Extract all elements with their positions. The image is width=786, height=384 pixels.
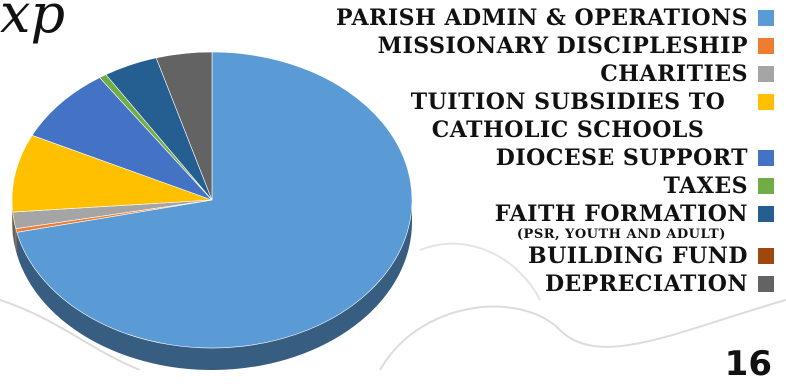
legend-item-faith-formation: Faith Formation (PSR, Youth and Adult) bbox=[254, 200, 774, 242]
legend-item-taxes: Taxes bbox=[254, 172, 774, 200]
pie-slice-side bbox=[12, 212, 16, 251]
legend-label: Parish Admin & Operations bbox=[336, 5, 748, 31]
page-number: 16 bbox=[724, 344, 772, 384]
legend-swatch bbox=[758, 248, 774, 264]
legend-item-tuition: Tuition Subsidies to Catholic Schools bbox=[254, 88, 774, 144]
legend-label: Missionary Discipleship bbox=[377, 33, 748, 59]
pie-chart bbox=[11, 51, 413, 370]
legend-item-missionary: Missionary Discipleship bbox=[254, 32, 774, 60]
legend-swatch bbox=[758, 276, 774, 292]
pie-slice-tuition-subsidies-to-catholic-schools bbox=[11, 134, 213, 213]
legend-swatch bbox=[758, 178, 774, 194]
legend-item-building-fund: Building Fund bbox=[254, 242, 774, 270]
legend-label-group: Faith Formation (PSR, Youth and Adult) bbox=[495, 200, 748, 242]
pie-slice-diocese-support bbox=[31, 77, 213, 201]
legend-swatch bbox=[758, 206, 774, 222]
legend-swatch bbox=[758, 150, 774, 166]
legend-swatch bbox=[758, 94, 774, 110]
legend-label: Tuition Subsidies to Catholic Schools bbox=[410, 89, 726, 143]
legend-item-depreciation: Depreciation bbox=[254, 270, 774, 298]
legend-sublabel: (PSR, Youth and Adult) bbox=[516, 227, 726, 242]
page-title-fragment: xp bbox=[0, 0, 66, 45]
chart-legend: Parish Admin & Operations Missionary Dis… bbox=[254, 4, 774, 298]
legend-item-parish-admin: Parish Admin & Operations bbox=[254, 4, 774, 32]
legend-label: Taxes bbox=[663, 173, 748, 199]
legend-item-diocese: Diocese Support bbox=[254, 144, 774, 172]
pie-slice-parish-admin-operations bbox=[16, 51, 413, 349]
pie-chart-svg bbox=[11, 51, 413, 370]
background-swirl bbox=[0, 242, 786, 370]
legend-label: Diocese Support bbox=[495, 145, 748, 171]
legend-swatch bbox=[758, 10, 774, 26]
pie-slice-side bbox=[15, 228, 17, 255]
legend-item-charities: Charities bbox=[254, 60, 774, 88]
legend-label: Faith Formation bbox=[494, 201, 748, 227]
legend-label: Depreciation bbox=[544, 271, 748, 297]
legend-label: Charities bbox=[600, 61, 748, 87]
pie-slice-depreciation bbox=[155, 51, 213, 201]
legend-label: Building Fund bbox=[528, 243, 748, 269]
legend-swatch bbox=[758, 38, 774, 54]
legend-swatch bbox=[758, 66, 774, 82]
